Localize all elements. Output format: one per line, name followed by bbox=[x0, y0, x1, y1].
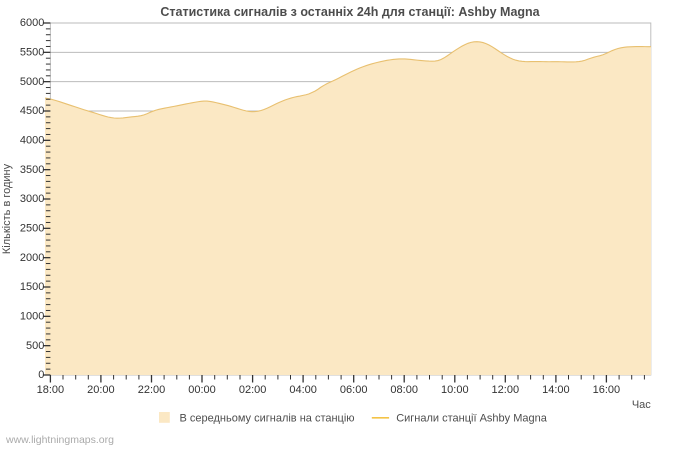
svg-text:06:00: 06:00 bbox=[340, 384, 368, 396]
svg-text:08:00: 08:00 bbox=[390, 384, 418, 396]
svg-text:14:00: 14:00 bbox=[542, 384, 570, 396]
svg-text:В середньому сигналів на станц: В середньому сигналів на станцію bbox=[180, 412, 355, 424]
svg-text:22:00: 22:00 bbox=[138, 384, 166, 396]
svg-text:500: 500 bbox=[26, 340, 44, 352]
svg-text:10:00: 10:00 bbox=[441, 384, 469, 396]
svg-text:6000: 6000 bbox=[20, 17, 44, 29]
svg-text:20:00: 20:00 bbox=[87, 384, 115, 396]
svg-text:18:00: 18:00 bbox=[37, 384, 65, 396]
svg-text:3500: 3500 bbox=[20, 164, 44, 176]
svg-text:3000: 3000 bbox=[20, 193, 44, 205]
svg-text:2000: 2000 bbox=[20, 252, 44, 264]
svg-text:5500: 5500 bbox=[20, 47, 44, 59]
svg-text:4500: 4500 bbox=[20, 105, 44, 117]
svg-text:12:00: 12:00 bbox=[492, 384, 520, 396]
svg-text:04:00: 04:00 bbox=[289, 384, 317, 396]
svg-text:00:00: 00:00 bbox=[188, 384, 216, 396]
svg-text:2500: 2500 bbox=[20, 223, 44, 235]
svg-text:4000: 4000 bbox=[20, 135, 44, 147]
svg-text:1000: 1000 bbox=[20, 311, 44, 323]
svg-text:1500: 1500 bbox=[20, 281, 44, 293]
svg-text:Сигнали станції Ashby Magna: Сигнали станції Ashby Magna bbox=[396, 412, 548, 424]
svg-text:5000: 5000 bbox=[20, 76, 44, 88]
svg-text:16:00: 16:00 bbox=[593, 384, 621, 396]
svg-text:02:00: 02:00 bbox=[239, 384, 267, 396]
svg-text:0: 0 bbox=[38, 369, 44, 381]
